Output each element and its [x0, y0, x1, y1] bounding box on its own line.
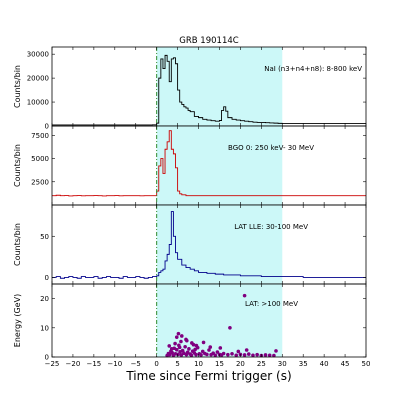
x-tick-label: −5 — [131, 360, 141, 368]
panel-lat: 0 10 20 Energy (GeV) LAT: >100 MeV — [13, 283, 367, 362]
scatter-point — [201, 340, 206, 345]
y-tick-label: 30000 — [27, 51, 49, 59]
y-tick-label: 5000 — [31, 155, 49, 163]
panel-frame — [51, 283, 367, 358]
scatter-point — [244, 348, 249, 352]
lightcurve-nai — [52, 54, 366, 126]
scatter-point — [189, 353, 194, 358]
panel-annotation: BGO 0: 250 keV- 30 MeV — [228, 144, 314, 152]
y-tick-label: 7500 — [31, 132, 49, 140]
panel-bgo: 2500 5000 7500 Counts/bin BGO 0: 250 keV- 30… — [13, 125, 367, 206]
x-axis-label: Time since Fermi trigger (s) — [125, 369, 291, 383]
panels: 0 10000 20000 30000 Counts/bin NaI (n3+n4+n8)… — [13, 46, 367, 362]
shaded-interval — [156, 284, 283, 357]
scatter-point — [176, 331, 181, 336]
scatter-point — [173, 341, 177, 346]
scatter-point — [274, 349, 278, 353]
panel-annotation: NaI (n3+n4+n8): 8-800 keV — [264, 65, 362, 73]
scatter-point — [177, 345, 182, 350]
scatter-point — [185, 338, 189, 343]
scatter-point — [255, 352, 259, 357]
scatter-point — [263, 353, 268, 357]
scatter-point — [199, 353, 203, 357]
scatter-point — [272, 353, 276, 358]
y-axis-label: Energy (GeV) — [13, 294, 22, 347]
x-tick-label: 40 — [320, 360, 329, 368]
scatter-point — [174, 335, 179, 339]
y-tick-label: 0 — [45, 274, 49, 282]
y-tick-label: 2500 — [31, 178, 49, 186]
scatter-point — [267, 353, 272, 358]
scatter-point — [218, 346, 223, 350]
x-tick-label: 15 — [215, 360, 224, 368]
scatter-point — [179, 353, 184, 357]
scatter-point — [193, 347, 197, 352]
x-tick-label: 30 — [278, 360, 287, 368]
scatter-point — [194, 352, 198, 357]
x-axis: −25 −20 −15 −10 −5 0 5 10 15 20 25 30 35 40 45 50 — [45, 360, 371, 368]
scatter-point — [208, 345, 213, 349]
scatter-point — [174, 347, 179, 352]
y-tick-label: 50 — [40, 233, 49, 241]
scatter-point — [251, 353, 255, 358]
scatter-point — [183, 344, 187, 349]
scatter-point — [176, 352, 180, 357]
y-tick-label: 10 — [40, 324, 49, 332]
x-tick-label: 50 — [362, 360, 371, 368]
x-tick-label: 10 — [194, 360, 203, 368]
y-tick-label: 20000 — [27, 75, 49, 83]
scatter-point — [228, 326, 232, 330]
lightcurve-bgo — [52, 130, 366, 197]
x-tick-label: 0 — [154, 360, 158, 368]
chart-title: GRB 190114C — [179, 36, 238, 46]
x-tick-label: 5 — [175, 360, 179, 368]
scatter-point — [230, 351, 234, 356]
scatter-point — [226, 352, 230, 357]
y-axis-label: Counts/bin — [13, 65, 22, 108]
x-tick-label: 35 — [299, 360, 308, 368]
scatter-point — [221, 351, 226, 356]
y-tick-label: 20 — [40, 295, 49, 303]
shaded-interval — [156, 205, 283, 284]
x-tick-label: 25 — [257, 360, 266, 368]
x-tick-label: −10 — [107, 360, 122, 368]
scatter-point — [215, 350, 220, 354]
scatter-point — [207, 348, 211, 352]
scatter-point — [205, 352, 209, 357]
scatter-point — [185, 350, 190, 355]
scatter-point — [242, 293, 247, 298]
scatter-point — [234, 353, 239, 358]
scatter-point — [194, 343, 199, 348]
y-axis-label: Counts/bin — [13, 223, 22, 266]
y-tick-label: 0 — [45, 354, 49, 362]
x-tick-label: −25 — [45, 360, 60, 368]
x-tick-label: −15 — [86, 360, 101, 368]
x-tick-label: 20 — [236, 360, 245, 368]
panel-nai: 0 10000 20000 30000 Counts/bin NaI (n3+n4+n8)… — [13, 46, 367, 131]
y-tick-label: 10000 — [27, 99, 49, 107]
scatter-point — [236, 349, 241, 354]
y-axis-label: Counts/bin — [13, 144, 22, 187]
scatter-point — [242, 353, 247, 357]
x-tick-label: 45 — [341, 360, 350, 368]
scatter-point — [191, 342, 196, 347]
panel-annotation: LAT LLE: 30-100 MeV — [234, 223, 308, 231]
panel-lle: 0 50 Counts/bin LAT LLE: 30-100 MeV — [13, 204, 367, 285]
scatter-point — [187, 347, 191, 351]
panel-annotation: LAT: >100 MeV — [245, 300, 298, 308]
scatter-point — [179, 334, 184, 338]
lightcurve-lle — [52, 211, 366, 279]
y-tick-label: 0 — [45, 123, 49, 131]
scatter-point — [179, 339, 183, 344]
scatter-point — [213, 353, 218, 358]
scatter-point — [246, 352, 251, 356]
scatter-point — [167, 344, 172, 348]
shaded-interval — [156, 126, 283, 205]
scatter-point — [169, 347, 174, 351]
scatter-point — [167, 352, 172, 357]
x-tick-label: −20 — [66, 360, 81, 368]
